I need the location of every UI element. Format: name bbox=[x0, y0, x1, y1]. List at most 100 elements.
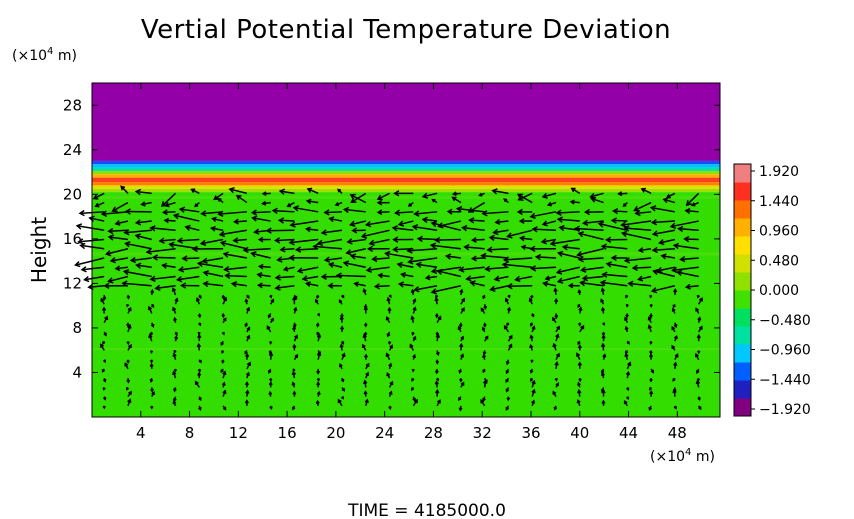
wind-vector bbox=[244, 399, 249, 406]
colorbar-tick-label: 0.000 bbox=[759, 283, 799, 299]
wind-vector bbox=[270, 298, 275, 305]
wind-vector bbox=[342, 260, 366, 268]
wind-vector bbox=[484, 265, 509, 272]
wind-vector bbox=[626, 387, 630, 392]
wind-vector bbox=[625, 313, 629, 319]
wind-vector bbox=[625, 304, 629, 308]
wind-vector bbox=[649, 304, 653, 308]
wind-vector bbox=[648, 353, 654, 360]
wind-vector bbox=[491, 188, 509, 195]
wind-vector bbox=[626, 361, 632, 370]
wind-vector bbox=[575, 352, 581, 360]
wind-vector bbox=[580, 266, 604, 273]
wind-vector bbox=[246, 326, 251, 333]
wind-vector bbox=[198, 322, 202, 327]
wind-vector bbox=[480, 307, 486, 314]
field-band-2 bbox=[92, 164, 720, 168]
wind-vector bbox=[650, 285, 676, 294]
wind-vector bbox=[530, 294, 534, 300]
wind-vector bbox=[578, 306, 583, 314]
wind-vector bbox=[316, 381, 321, 388]
wind-vector bbox=[549, 238, 580, 247]
wind-vector bbox=[458, 368, 463, 374]
wind-vector bbox=[437, 220, 462, 229]
wind-vector bbox=[346, 238, 366, 245]
wind-vector bbox=[577, 340, 581, 346]
wind-vector bbox=[611, 208, 628, 215]
wind-vector bbox=[555, 266, 580, 275]
wind-vector bbox=[623, 400, 628, 407]
wind-vectors bbox=[74, 185, 703, 412]
wind-vector bbox=[672, 377, 676, 382]
wind-vector bbox=[134, 219, 152, 226]
wind-vector bbox=[669, 220, 699, 229]
wind-vector bbox=[123, 229, 152, 236]
wind-vector bbox=[649, 205, 676, 213]
wind-vector bbox=[161, 192, 177, 208]
wind-vector bbox=[577, 288, 582, 296]
wind-vector bbox=[684, 207, 699, 215]
wind-vector bbox=[544, 275, 557, 281]
wind-vector bbox=[388, 380, 394, 388]
wind-vector bbox=[173, 316, 178, 323]
wind-vector bbox=[637, 247, 652, 253]
wind-vector bbox=[435, 350, 440, 357]
wind-vector bbox=[434, 380, 439, 388]
x-tick-label: 28 bbox=[424, 424, 443, 442]
wind-vector bbox=[482, 350, 487, 356]
wind-vector bbox=[251, 215, 271, 222]
wind-vector bbox=[610, 217, 628, 224]
wind-vector bbox=[271, 207, 295, 215]
wind-vector bbox=[434, 294, 439, 299]
wind-vector bbox=[698, 297, 703, 305]
wind-vector bbox=[529, 343, 534, 351]
wind-vector bbox=[494, 218, 509, 226]
wind-vector bbox=[553, 405, 558, 411]
wind-vector bbox=[529, 265, 557, 272]
wind-vector bbox=[640, 187, 652, 195]
wind-vector bbox=[350, 192, 367, 203]
wind-vector bbox=[434, 236, 461, 244]
wind-vector bbox=[579, 279, 604, 287]
wind-vector bbox=[315, 322, 320, 328]
wind-vector bbox=[100, 210, 129, 217]
wind-vector bbox=[482, 396, 486, 402]
wind-vector bbox=[434, 368, 439, 375]
wind-vector bbox=[293, 334, 299, 342]
x-tick-label: 48 bbox=[668, 424, 687, 442]
wind-vector bbox=[200, 210, 224, 217]
wind-vector bbox=[665, 192, 676, 199]
wind-vector bbox=[674, 353, 679, 361]
wind-vector bbox=[530, 377, 534, 382]
wind-vector bbox=[397, 281, 414, 288]
wind-vector bbox=[305, 281, 319, 288]
time-label: TIME = 4185000.0 bbox=[347, 501, 506, 519]
wind-vector bbox=[114, 265, 129, 272]
wind-vector bbox=[421, 192, 438, 199]
wind-vector bbox=[400, 272, 414, 278]
wind-vector bbox=[626, 396, 630, 401]
wind-vector bbox=[415, 261, 438, 268]
y-unit-label: (×104 m) bbox=[12, 46, 77, 64]
wind-vector bbox=[361, 343, 367, 351]
wind-vector bbox=[541, 192, 557, 199]
wind-vector bbox=[268, 351, 274, 360]
wind-vector bbox=[396, 261, 414, 269]
colorbar-segment bbox=[734, 200, 751, 219]
wind-vector bbox=[102, 377, 107, 383]
wind-vector bbox=[633, 201, 652, 212]
wind-vector bbox=[600, 306, 606, 314]
wind-vector bbox=[317, 313, 321, 317]
wind-vector bbox=[341, 352, 346, 360]
wind-vector bbox=[316, 390, 321, 397]
wind-vector bbox=[469, 280, 485, 287]
wind-vector bbox=[194, 202, 200, 208]
wind-vector bbox=[480, 252, 509, 260]
wind-vector bbox=[107, 275, 129, 284]
wind-vector bbox=[460, 353, 465, 360]
wind-vector bbox=[676, 269, 699, 278]
wind-vector bbox=[388, 390, 393, 397]
colorbar-tick-label: 1.440 bbox=[759, 194, 799, 210]
wind-vector bbox=[501, 261, 533, 269]
